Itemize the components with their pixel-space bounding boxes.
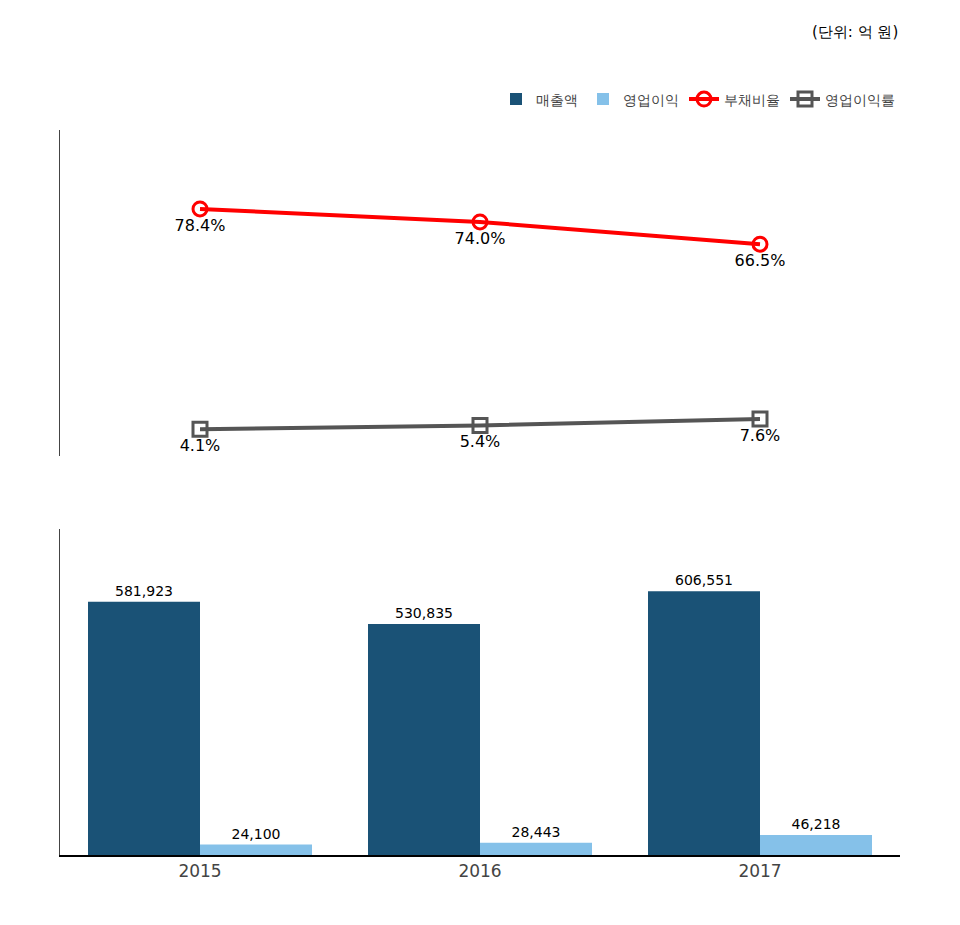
svg-text:74.0%: 74.0% bbox=[455, 229, 506, 248]
svg-text:5.4%: 5.4% bbox=[460, 432, 501, 451]
svg-text:4.1%: 4.1% bbox=[180, 436, 221, 455]
svg-text:24,100: 24,100 bbox=[232, 826, 281, 842]
svg-text:영업이익률: 영업이익률 bbox=[825, 92, 895, 108]
svg-text:2017: 2017 bbox=[738, 861, 781, 881]
svg-text:28,443: 28,443 bbox=[512, 824, 561, 840]
svg-text:606,551: 606,551 bbox=[675, 572, 733, 588]
svg-text:매출액: 매출액 bbox=[536, 92, 578, 108]
svg-text:530,835: 530,835 bbox=[395, 605, 453, 621]
svg-text:78.4%: 78.4% bbox=[175, 216, 226, 235]
svg-text:581,923: 581,923 bbox=[115, 583, 173, 599]
svg-text:7.6%: 7.6% bbox=[740, 426, 781, 445]
svg-text:46,218: 46,218 bbox=[792, 816, 841, 832]
svg-text:2016: 2016 bbox=[458, 861, 501, 881]
svg-text:66.5%: 66.5% bbox=[735, 251, 786, 270]
svg-text:(단위: 억 원): (단위: 억 원) bbox=[812, 23, 898, 41]
svg-text:부채비율: 부채비율 bbox=[724, 92, 780, 108]
svg-text:영업이익: 영업이익 bbox=[623, 92, 679, 108]
svg-text:2015: 2015 bbox=[178, 861, 221, 881]
